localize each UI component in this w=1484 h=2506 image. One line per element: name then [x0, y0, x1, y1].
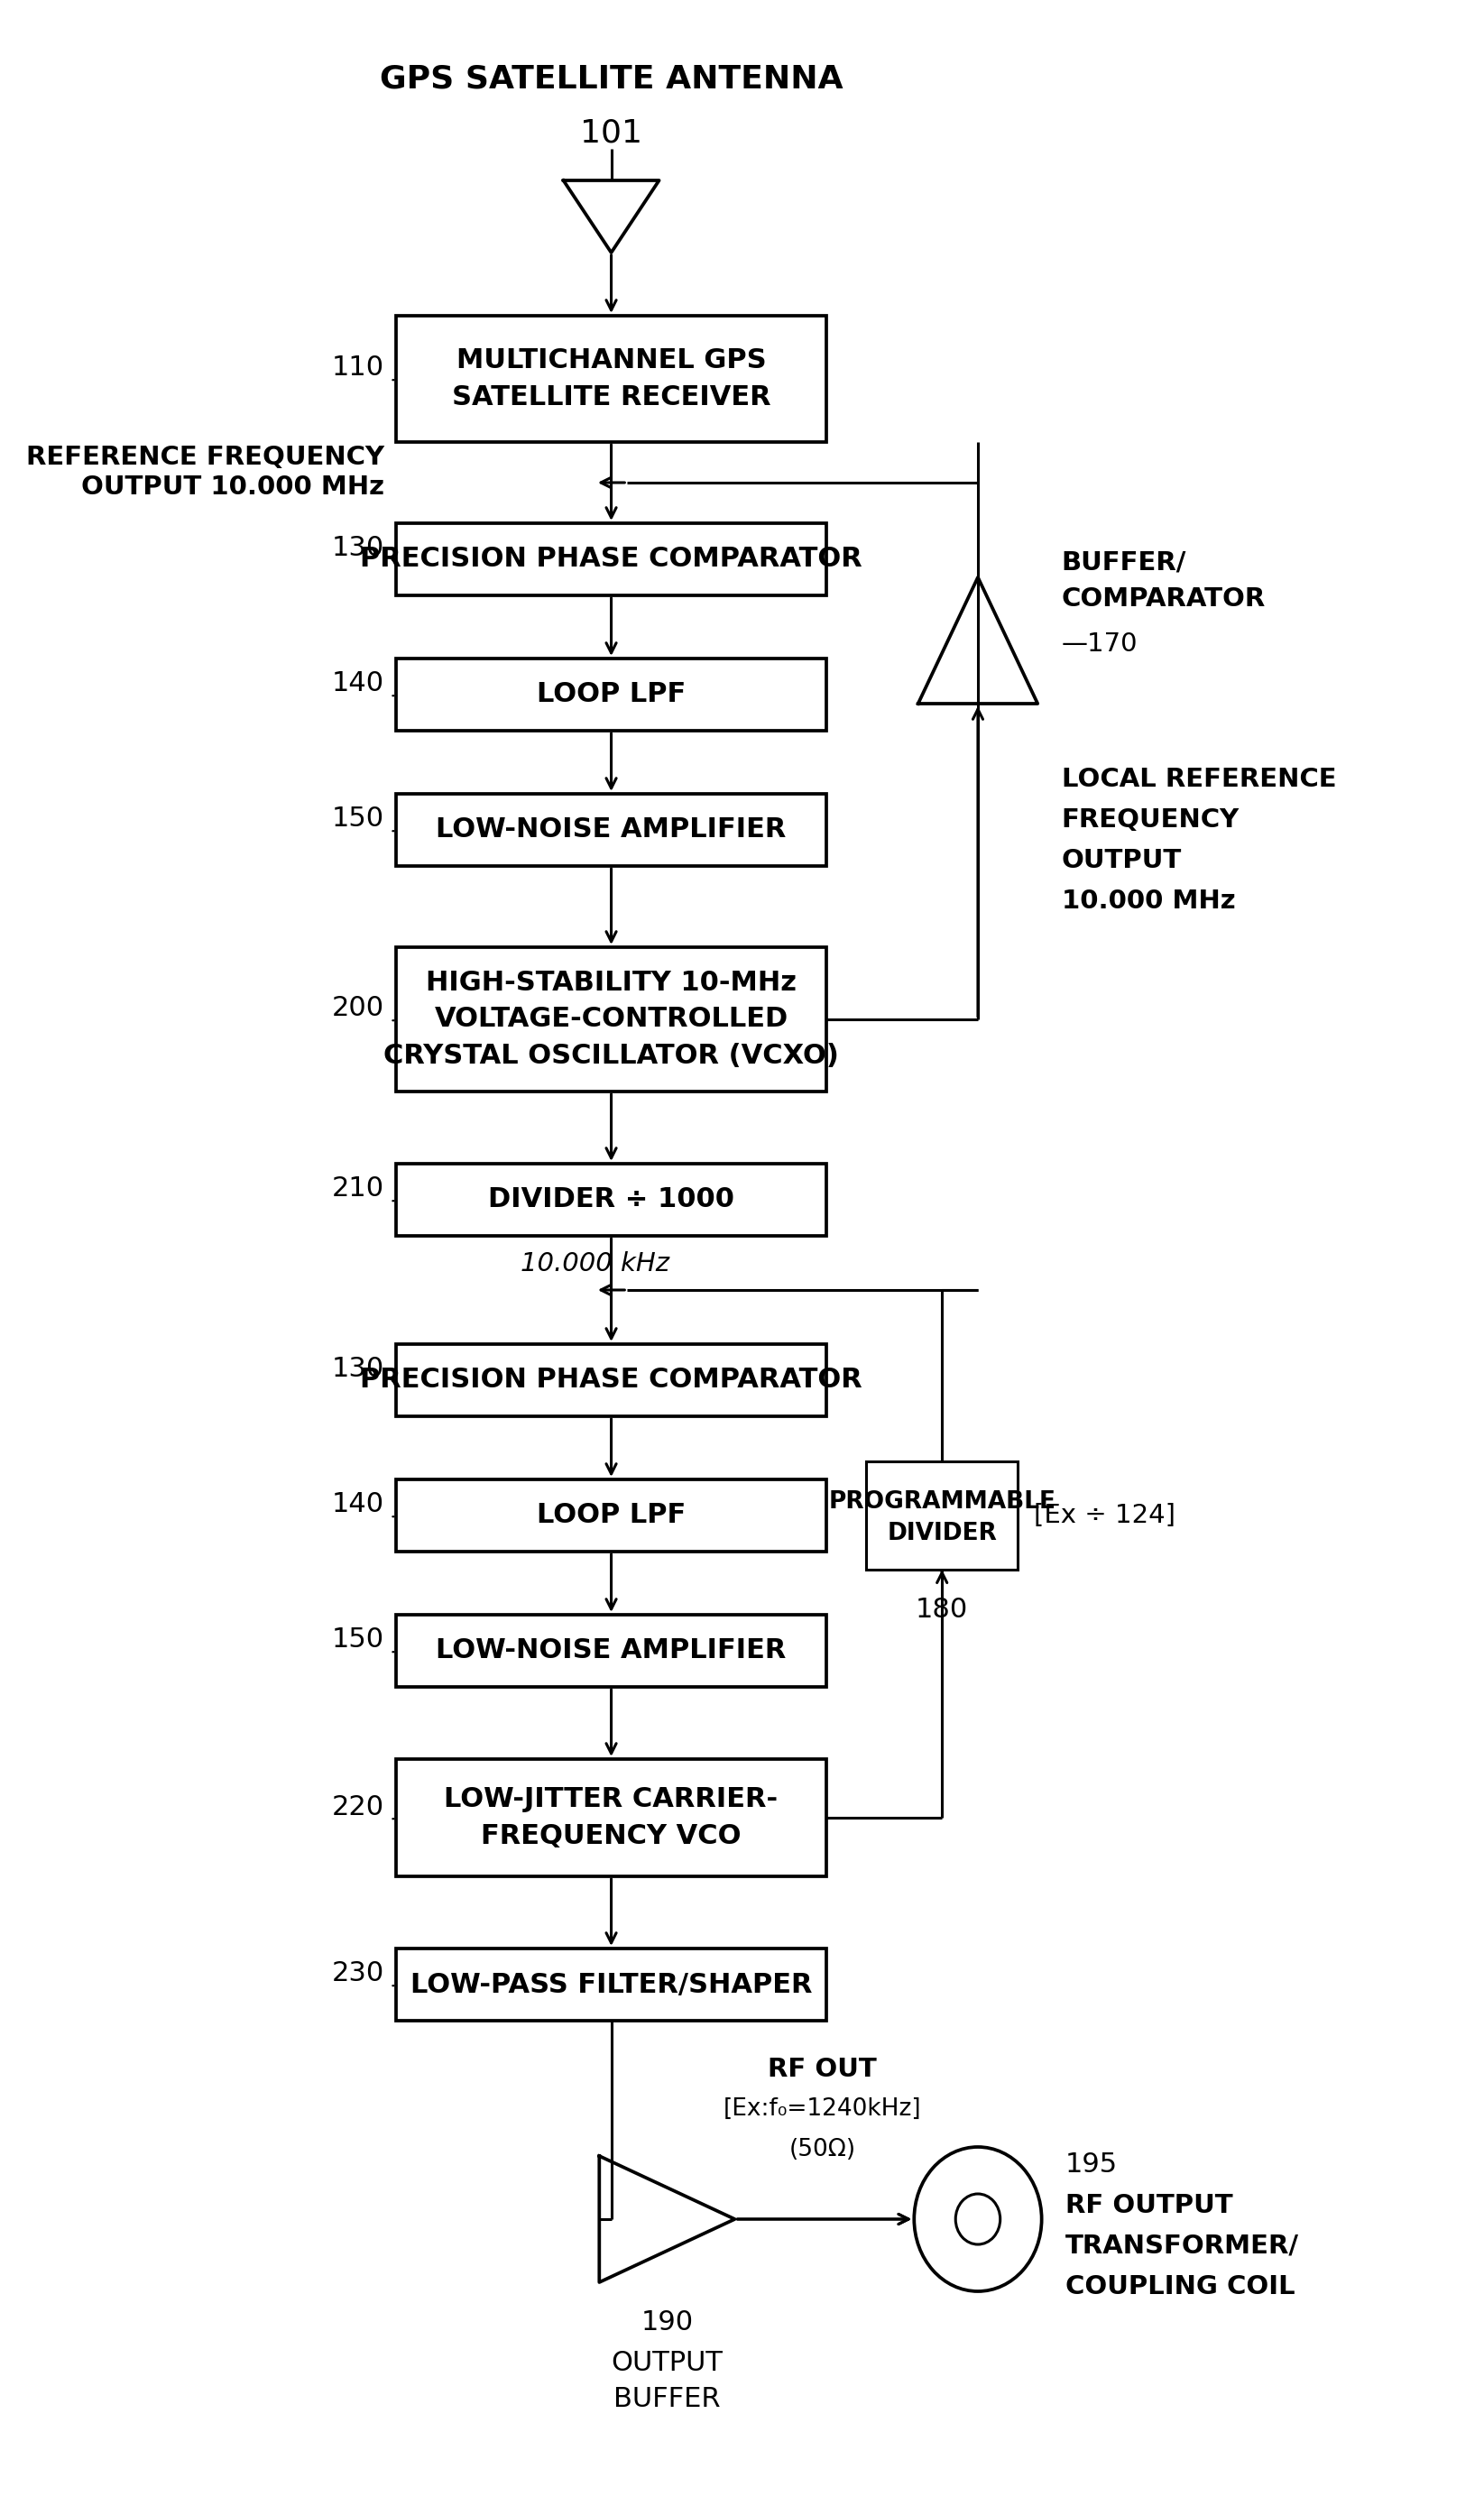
Text: 180: 180	[916, 1596, 968, 1624]
Text: [Ex:f₀=1240kHz]: [Ex:f₀=1240kHz]	[723, 2098, 922, 2120]
Circle shape	[956, 2193, 1000, 2245]
Text: LOW-NOISE AMPLIFIER: LOW-NOISE AMPLIFIER	[436, 817, 787, 842]
Bar	[396, 947, 827, 1093]
Text: 140: 140	[331, 672, 384, 697]
Bar	[396, 316, 827, 441]
Text: HIGH-STABILITY 10-MHz
VOLTAGE-CONTROLLED
CRYSTAL OSCILLATOR (VCXO): HIGH-STABILITY 10-MHz VOLTAGE-CONTROLLED…	[383, 970, 838, 1070]
Bar	[396, 1479, 827, 1551]
Text: LOCAL REFERENCE: LOCAL REFERENCE	[1061, 767, 1337, 792]
Text: LOOP LPF: LOOP LPF	[537, 1504, 686, 1529]
Bar	[396, 524, 827, 596]
Text: FREQUENCY: FREQUENCY	[1061, 807, 1239, 832]
Text: BUFFER/: BUFFER/	[1061, 551, 1186, 576]
Text: REFERENCE FREQUENCY: REFERENCE FREQUENCY	[25, 444, 384, 471]
Bar	[396, 794, 827, 867]
Bar	[396, 659, 827, 732]
Text: GPS SATELLITE ANTENNA: GPS SATELLITE ANTENNA	[380, 63, 843, 93]
Text: LOOP LPF: LOOP LPF	[537, 682, 686, 707]
Text: 110: 110	[331, 356, 384, 381]
Text: 195: 195	[1066, 2153, 1117, 2178]
Text: (50Ω): (50Ω)	[789, 2138, 856, 2160]
Bar	[867, 1461, 1018, 1569]
Text: PRECISION PHASE COMPARATOR: PRECISION PHASE COMPARATOR	[361, 546, 862, 571]
Text: PRECISION PHASE COMPARATOR: PRECISION PHASE COMPARATOR	[361, 1368, 862, 1393]
Text: RF OUT: RF OUT	[769, 2057, 877, 2082]
Bar	[396, 1343, 827, 1416]
Bar	[396, 1614, 827, 1687]
Text: BUFFER: BUFFER	[613, 2386, 721, 2413]
Text: 10.000 MHz: 10.000 MHz	[1061, 890, 1235, 915]
Text: —170: —170	[1061, 632, 1138, 657]
Text: [Ex ÷ 124]: [Ex ÷ 124]	[1034, 1504, 1175, 1529]
Text: OUTPUT: OUTPUT	[1061, 847, 1181, 872]
Text: TRANSFORMER/: TRANSFORMER/	[1066, 2233, 1298, 2258]
Text: 150: 150	[331, 1626, 384, 1654]
Text: LOW-JITTER CARRIER-
FREQUENCY VCO: LOW-JITTER CARRIER- FREQUENCY VCO	[444, 1787, 778, 1849]
Text: LOW-PASS FILTER/SHAPER: LOW-PASS FILTER/SHAPER	[410, 1972, 812, 1997]
Text: 130: 130	[331, 1356, 384, 1383]
Text: 101: 101	[580, 118, 643, 148]
Text: 220: 220	[331, 1794, 384, 1819]
Text: MULTICHANNEL GPS
SATELLITE RECEIVER: MULTICHANNEL GPS SATELLITE RECEIVER	[451, 348, 770, 411]
Bar	[396, 1163, 827, 1235]
Text: 210: 210	[331, 1175, 384, 1203]
Circle shape	[914, 2148, 1042, 2290]
Text: 200: 200	[331, 995, 384, 1022]
Text: OUTPUT 10.000 MHz: OUTPUT 10.000 MHz	[82, 474, 384, 499]
Text: 140: 140	[331, 1491, 384, 1519]
Text: OUTPUT: OUTPUT	[611, 2351, 723, 2376]
Text: 10.000 kHz: 10.000 kHz	[521, 1250, 669, 1276]
Text: DIVIDER: DIVIDER	[887, 1521, 997, 1546]
Text: DIVIDER ÷ 1000: DIVIDER ÷ 1000	[488, 1188, 735, 1213]
Text: COMPARATOR: COMPARATOR	[1061, 586, 1266, 611]
Text: RF OUTPUT: RF OUTPUT	[1066, 2193, 1233, 2218]
Text: 150: 150	[331, 807, 384, 832]
Text: 130: 130	[331, 536, 384, 561]
Bar	[396, 1759, 827, 1877]
Text: 230: 230	[331, 1960, 384, 1987]
Text: COUPLING COIL: COUPLING COIL	[1066, 2273, 1296, 2301]
Text: 190: 190	[641, 2311, 693, 2336]
Text: PROGRAMMABLE: PROGRAMMABLE	[828, 1491, 1055, 1514]
Text: LOW-NOISE AMPLIFIER: LOW-NOISE AMPLIFIER	[436, 1639, 787, 1664]
Bar	[396, 1950, 827, 2020]
